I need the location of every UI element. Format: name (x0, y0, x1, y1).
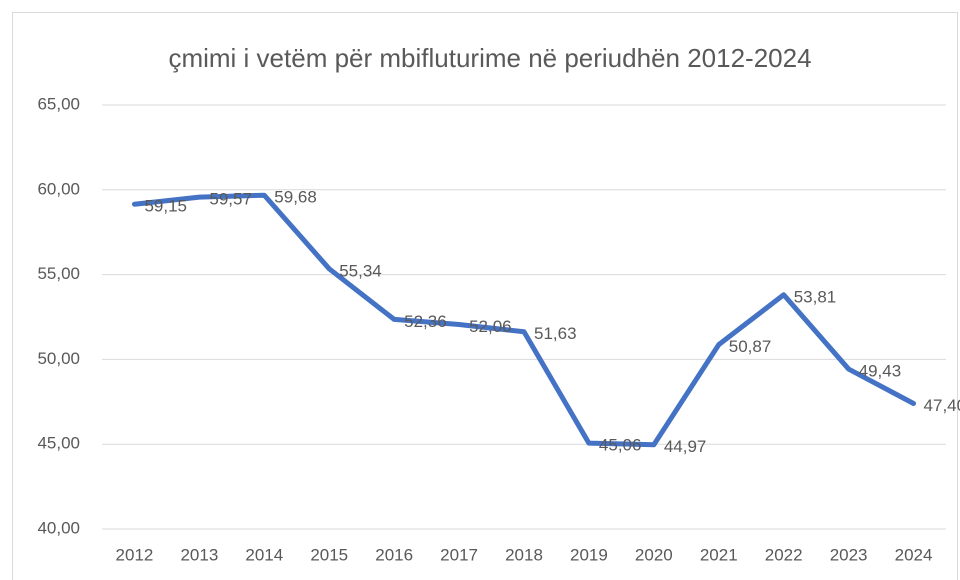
data-label: 59,68 (274, 188, 317, 207)
y-tick-label: 65,00 (37, 94, 80, 113)
x-tick-label: 2022 (765, 545, 803, 564)
line-series (131, 192, 917, 448)
x-tick-label: 2023 (830, 545, 868, 564)
data-label: 45,06 (599, 436, 642, 455)
y-tick-label: 45,00 (37, 434, 80, 453)
y-tick-label: 40,00 (37, 518, 80, 537)
x-tick-label: 2012 (116, 545, 154, 564)
x-tick-label: 2020 (635, 545, 673, 564)
x-tick-label: 2014 (245, 545, 283, 564)
data-label: 44,97 (664, 437, 707, 456)
x-tick-label: 2017 (440, 545, 478, 564)
data-label: 47,40 (924, 396, 960, 415)
data-label: 53,81 (794, 287, 837, 306)
data-label: 51,63 (534, 324, 577, 343)
x-tick-label: 2024 (895, 545, 933, 564)
y-tick-label: 60,00 (37, 179, 80, 198)
y-tick-label: 55,00 (37, 264, 80, 283)
data-label: 49,43 (859, 362, 902, 381)
x-tick-label: 2019 (570, 545, 608, 564)
data-label: 52,06 (469, 317, 512, 336)
data-label: 50,87 (729, 337, 772, 356)
x-tick-label: 2018 (505, 545, 543, 564)
chart-border (12, 12, 958, 580)
data-label: 52,36 (404, 312, 447, 331)
x-tick-label: 2016 (375, 545, 413, 564)
y-tick-label: 50,00 (37, 349, 80, 368)
data-label: 55,34 (339, 261, 382, 280)
x-tick-label: 2015 (310, 545, 348, 564)
chart-title: çmimi i vetëm për mbifluturime në periud… (168, 43, 811, 73)
x-tick-label: 2013 (180, 545, 218, 564)
data-label: 59,15 (144, 197, 187, 216)
x-tick-label: 2021 (700, 545, 738, 564)
data-label: 59,57 (209, 190, 252, 209)
